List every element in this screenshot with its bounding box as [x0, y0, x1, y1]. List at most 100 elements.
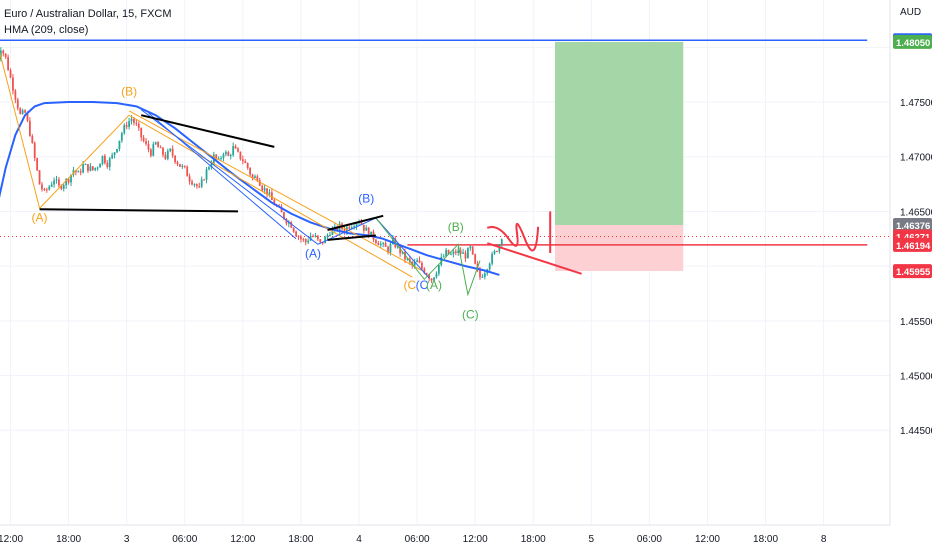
candle-body — [203, 179, 206, 181]
candle-body — [464, 252, 467, 259]
candle-body — [316, 235, 319, 240]
candle-body — [135, 122, 138, 124]
candle-body — [215, 154, 218, 159]
candle-body — [389, 243, 392, 253]
candle-body — [500, 239, 503, 246]
wave-label: (C — [403, 278, 416, 292]
candle-body — [60, 185, 63, 189]
candle-body — [43, 189, 46, 191]
candle-body — [268, 192, 271, 195]
price-labels: 1.480651.480501.463761.462711.461941.459… — [893, 33, 932, 279]
candle-body — [416, 260, 418, 263]
horizontal-lines[interactable] — [0, 39, 890, 246]
candle-body — [19, 108, 22, 114]
candle-body — [154, 142, 157, 145]
candle-body — [290, 222, 293, 228]
candle-body — [452, 251, 455, 255]
candle-body — [152, 144, 155, 156]
candle-body — [469, 246, 472, 249]
wave-path — [140, 109, 430, 279]
candle-body — [200, 179, 203, 187]
candle-body — [297, 236, 300, 238]
candle-body — [471, 246, 474, 255]
candle-body — [454, 251, 457, 254]
candle-body — [193, 184, 196, 186]
candle-body — [198, 186, 201, 188]
candle-body — [123, 125, 126, 134]
candle-body — [21, 110, 24, 114]
candle-body — [99, 163, 101, 168]
x-tick-label: 06:00 — [172, 534, 197, 545]
candle-body — [120, 133, 123, 141]
x-tick-label: 12:00 — [463, 534, 488, 545]
candle-body — [273, 199, 276, 206]
candle-body — [314, 235, 317, 237]
candle-body — [430, 278, 433, 281]
candle-body — [12, 77, 14, 91]
candle-body — [462, 252, 464, 254]
candle-body — [350, 227, 353, 229]
indicator-title[interactable]: HMA (209, close) — [4, 24, 89, 36]
candle-body — [307, 240, 310, 243]
price-tag — [893, 218, 932, 233]
x-tick-label: 8 — [821, 534, 827, 545]
x-tick-label: 18:00 — [56, 534, 81, 545]
candle-body — [365, 227, 368, 231]
candle-body — [53, 180, 55, 185]
freehand-drawings[interactable] — [486, 211, 582, 275]
candle-body — [157, 142, 160, 148]
candle-body — [55, 179, 58, 181]
candle-body — [491, 253, 493, 264]
drawing-line — [486, 242, 582, 275]
candle-body — [263, 188, 266, 191]
candle-body — [94, 167, 97, 170]
price-tag-label: 1.48050 — [896, 38, 930, 49]
candle-body — [220, 158, 222, 160]
price-tag — [893, 264, 932, 279]
wave-label: (A) — [32, 210, 48, 224]
trendline — [140, 114, 275, 148]
symbol-title[interactable]: Euro / Australian Dollar, 15, FXCM — [4, 8, 172, 20]
candle-body — [87, 164, 89, 171]
candle-body — [7, 57, 9, 71]
candle-body — [106, 163, 109, 168]
candle-body — [31, 135, 34, 143]
trendlines[interactable] — [39, 114, 384, 241]
candle-body — [108, 158, 111, 168]
x-tick-label: 18:00 — [288, 534, 313, 545]
candle-body — [353, 226, 356, 228]
candle-body — [164, 154, 167, 159]
x-tick-label: 12:00 — [695, 534, 720, 545]
wave-drawings[interactable] — [0, 47, 481, 297]
candle-body — [195, 184, 198, 187]
candle-body — [285, 218, 288, 224]
trendline — [39, 208, 239, 213]
x-tick-label: 4 — [356, 534, 362, 545]
price-tag-label: 1.45955 — [896, 267, 931, 278]
wave-label: (A) — [305, 246, 321, 260]
wave-path — [0, 51, 413, 278]
candle-body — [379, 243, 382, 246]
candle-body — [459, 250, 462, 254]
candle-body — [16, 99, 19, 109]
candle-body — [149, 149, 152, 156]
grid — [0, 0, 890, 525]
candle-body — [0, 50, 2, 60]
candle-body — [312, 235, 314, 237]
loss-zone — [555, 225, 684, 272]
candle-body — [104, 155, 106, 164]
candle-body — [227, 152, 230, 156]
candle-body — [142, 137, 145, 142]
candle-body — [36, 158, 39, 171]
position-tool[interactable] — [555, 41, 684, 272]
chart-legend[interactable]: Euro / Australian Dollar, 15, FXCM HMA (… — [4, 6, 172, 38]
wave-label: (B) — [448, 220, 464, 234]
candle-body — [258, 180, 261, 186]
candle-body — [343, 229, 346, 233]
candle-body — [183, 165, 186, 167]
wave-label: (C) — [462, 308, 479, 322]
candle-body — [225, 152, 227, 155]
